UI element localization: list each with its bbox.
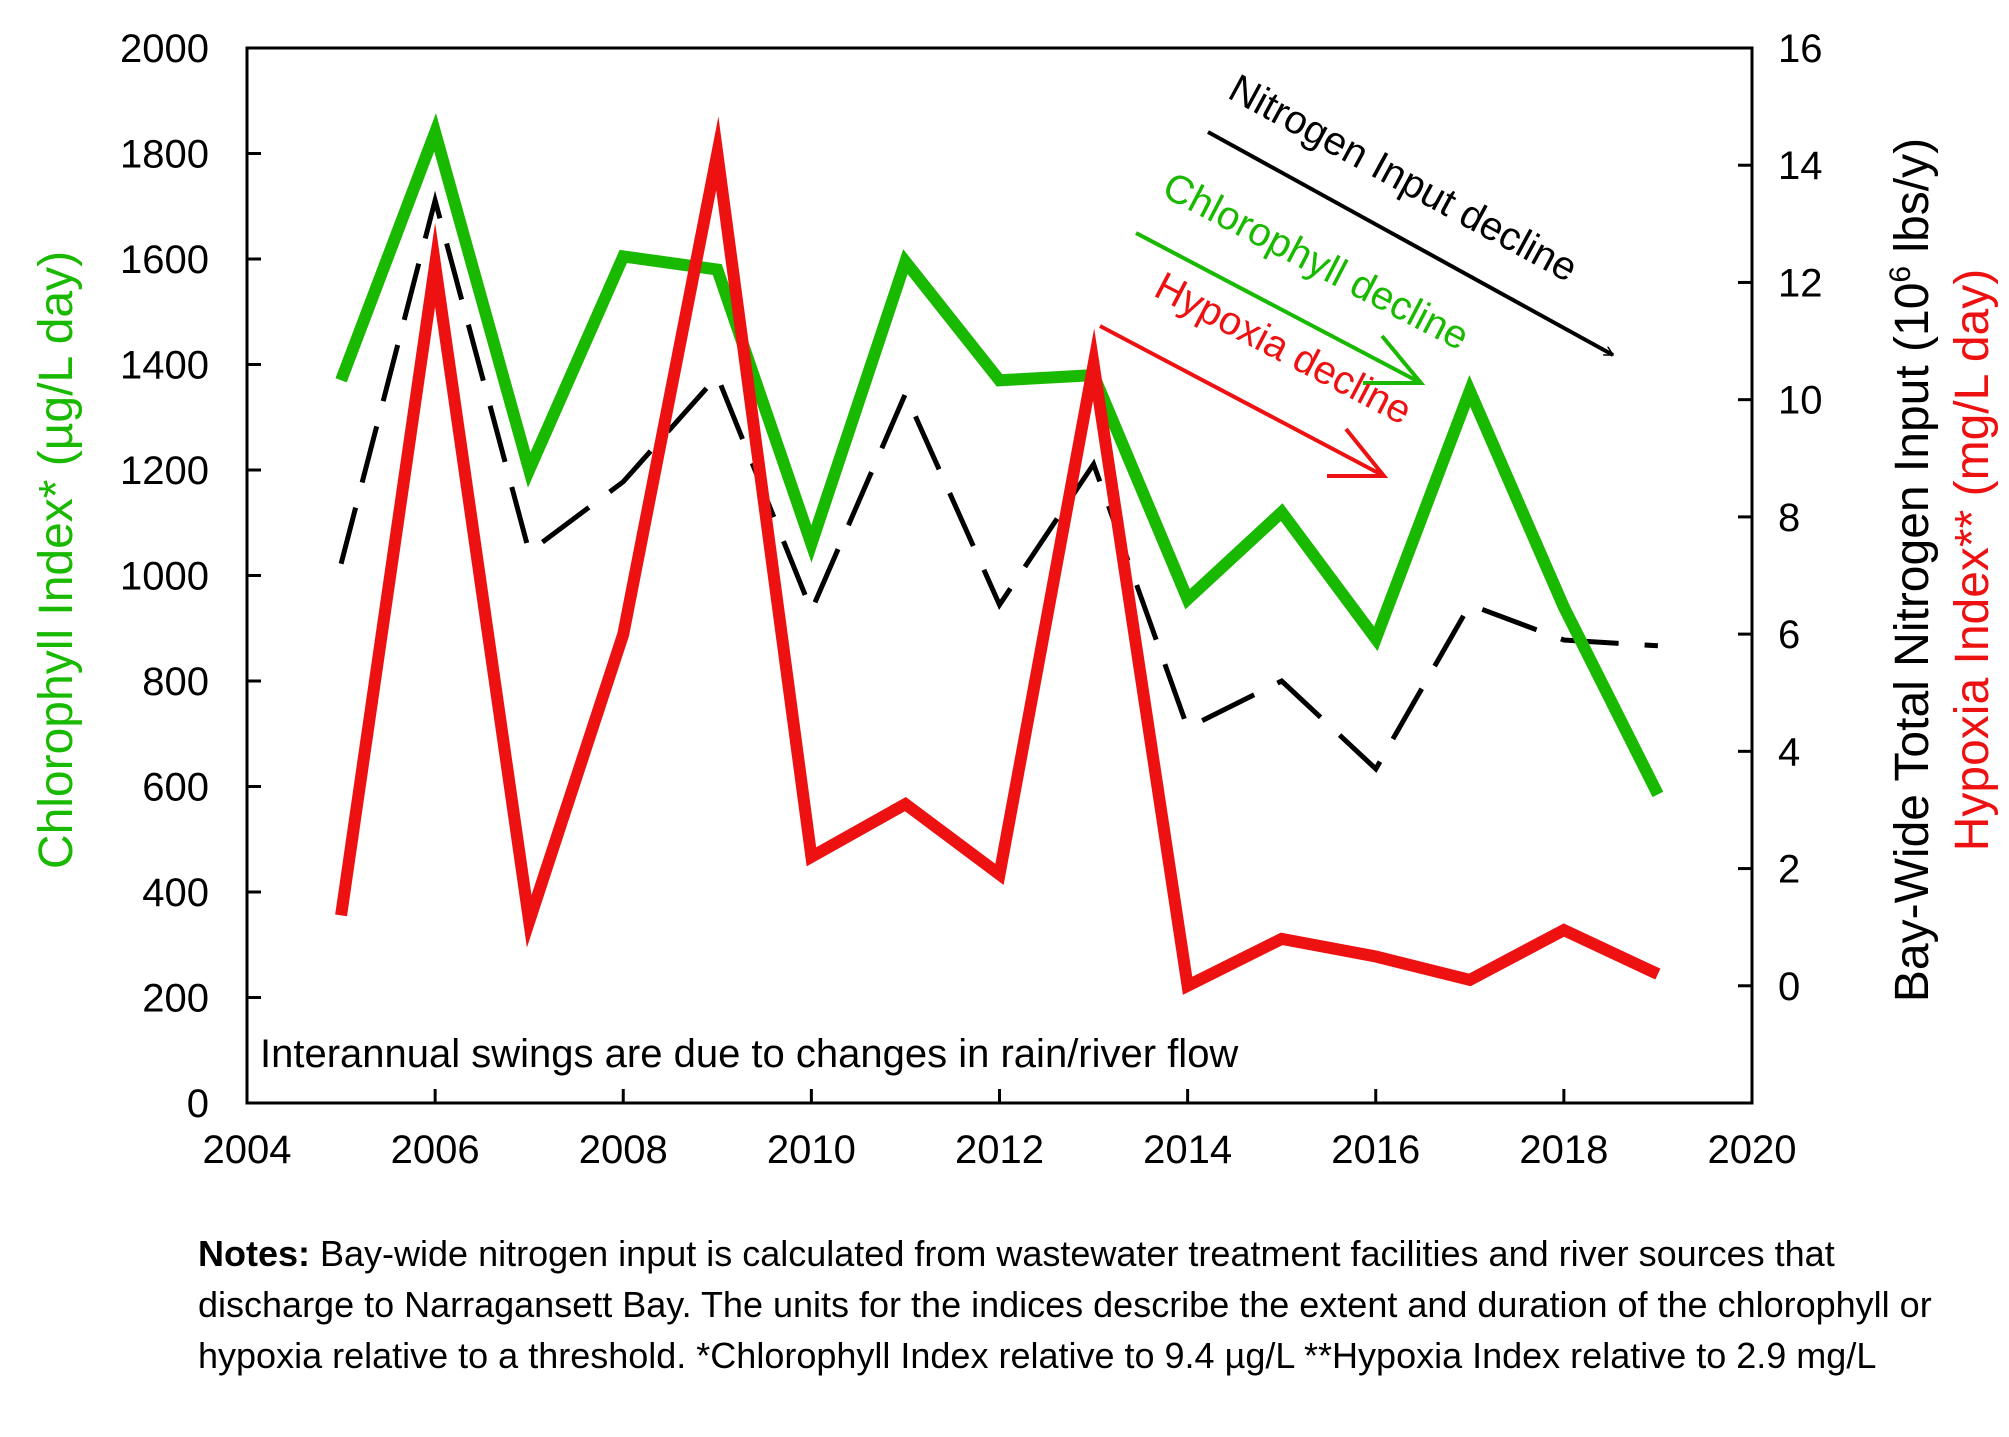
y-left-tick-label: 600: [142, 766, 209, 810]
y-left-tick-label: 1000: [120, 555, 209, 599]
y-axis-right-title-nitrogen: Bay-Wide Total Nitrogen Input (106 lbs/y…: [1884, 138, 1939, 1002]
y-right-tick-label: 16: [1778, 27, 1823, 71]
annotation-interannual-swings: Interannual swings are due to changes in…: [260, 1032, 1238, 1076]
x-tick-label: 2018: [1519, 1128, 1608, 1172]
series-layer: [335, 113, 1664, 995]
y-left-tick-label: 1800: [120, 133, 209, 177]
y-axis-right: 0 2 4 6 8 10 12 14 16: [1738, 27, 1823, 1009]
y-right-tick-label: 10: [1778, 379, 1823, 423]
y-right-tick-label: 2: [1778, 848, 1800, 892]
y-left-tick-label: 200: [142, 977, 209, 1021]
y-left-tick-label: 1600: [120, 238, 209, 282]
series-line-bay-wide-total-nitrogen-input: [338, 190, 1659, 773]
y-axis-right-title-hypoxia: Hypoxia Index** (mg/L day): [1946, 269, 1999, 852]
y-axis-right-title-nitrogen-sup: 6: [1884, 266, 1917, 283]
series-line-chlorophyll-index: [335, 113, 1664, 798]
hypoxia-decline-arrowhead: [1327, 427, 1389, 478]
chlorophyll-decline-arrow: [1135, 231, 1422, 385]
y-axis-left: 0 200 400 600 800 1000 1200 1400 1600 1800 2000: [120, 27, 261, 1126]
x-tick-label: 2012: [955, 1128, 1044, 1172]
chlorophyll-decline-arrowhead: [1363, 334, 1426, 385]
x-tick-label: 2008: [579, 1128, 668, 1172]
y-axis-right-title-nitrogen-end: lbs/y): [1886, 138, 1939, 266]
y-left-tick-label: 1400: [120, 344, 209, 388]
notes: Notes: Bay-wide nitrogen input is calcul…: [198, 1228, 1958, 1381]
y-left-tick-label: 800: [142, 660, 209, 704]
x-tick-label: 2010: [767, 1128, 856, 1172]
x-tick-label: 2020: [1708, 1128, 1797, 1172]
y-left-tick-label: 1200: [120, 449, 209, 493]
y-axis-right-title-nitrogen-main: Bay-Wide Total Nitrogen Input (10: [1886, 283, 1939, 1002]
hypoxia-decline-arrow: [1099, 324, 1385, 478]
y-right-tick-label: 14: [1778, 144, 1823, 188]
nitrogen-decline-arrow: [1207, 130, 1613, 357]
x-axis: 2004 2006 2008 2010 2012 2014 2016 2018 2020: [203, 1089, 1797, 1172]
x-tick-label: 2006: [391, 1128, 480, 1172]
y-right-tick-label: 0: [1778, 965, 1800, 1009]
y-right-tick-label: 8: [1778, 496, 1800, 540]
notes-label: Notes:: [198, 1233, 311, 1274]
y-right-tick-label: 12: [1778, 261, 1823, 305]
x-tick-label: 2014: [1143, 1128, 1232, 1172]
y-left-tick-label: 400: [142, 871, 209, 915]
x-tick-label: 2016: [1331, 1128, 1420, 1172]
y-left-tick-label: 0: [187, 1082, 209, 1126]
x-tick-label: 2004: [203, 1128, 292, 1172]
series-line-hypoxia-index: [335, 116, 1661, 995]
y-left-tick-label: 2000: [120, 27, 209, 71]
notes-text: Bay-wide nitrogen input is calculated fr…: [198, 1233, 1932, 1376]
y-right-tick-label: 6: [1778, 613, 1800, 657]
y-right-tick-label: 4: [1778, 730, 1800, 774]
y-axis-left-title: Chlorophyll Index* (µg/L day): [30, 251, 83, 869]
